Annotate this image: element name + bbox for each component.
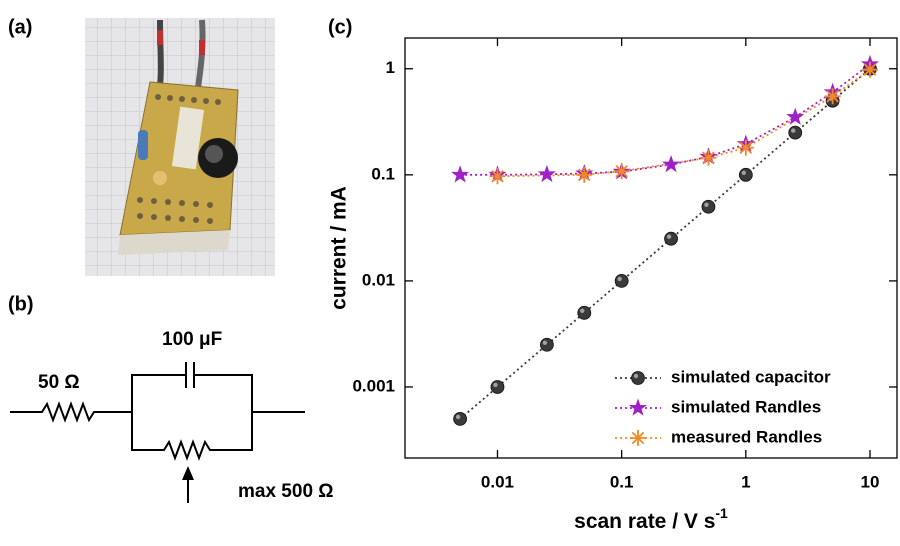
- panel-label: (c): [328, 16, 352, 38]
- marker-body: [539, 337, 554, 352]
- x-tick-label: 0.01: [481, 472, 514, 491]
- marker: [613, 163, 630, 180]
- photo: [85, 18, 275, 276]
- x-tick-label: 0.1: [610, 472, 634, 491]
- marker: [861, 61, 878, 78]
- marker: [539, 337, 554, 352]
- marker: [537, 164, 556, 183]
- marker: [577, 305, 592, 320]
- marker-body: [738, 167, 753, 182]
- marker-body: [701, 199, 716, 214]
- series-line: [459, 68, 871, 420]
- x-tick-label: 1: [741, 472, 750, 491]
- y-tick-label: 0.1: [371, 164, 395, 183]
- y-tick-label: 0.001: [352, 376, 395, 395]
- marker-highlight: [493, 382, 498, 388]
- variable-resistor-label: max 500 Ω: [238, 481, 334, 502]
- marker-body: [664, 231, 678, 246]
- y-tick-label: 0.01: [362, 270, 395, 289]
- marker-body: [631, 371, 645, 385]
- marker-body: [490, 380, 505, 394]
- marker: [788, 125, 803, 140]
- marker-highlight: [704, 202, 709, 207]
- legend-marker: [630, 430, 646, 446]
- x-axis-title-text: scan rate / V s: [574, 510, 715, 533]
- marker: [614, 274, 629, 288]
- marker: [453, 412, 467, 426]
- y-axis-title: current / mA: [328, 186, 351, 310]
- series-line: [497, 68, 871, 178]
- marker-highlight: [617, 276, 622, 282]
- panel-label: (a): [8, 16, 32, 38]
- legend-marker: [628, 398, 648, 416]
- marker: [451, 165, 470, 183]
- x-tick-label: 10: [861, 472, 880, 491]
- legend-marker: [631, 371, 645, 385]
- marker-highlight: [633, 373, 639, 379]
- legend-label: simulated Randles: [671, 397, 821, 416]
- marker: [489, 168, 506, 185]
- legend-label: simulated capacitor: [671, 367, 831, 386]
- marker: [664, 231, 678, 246]
- marker-highlight: [666, 234, 672, 239]
- resistor-label: 50 Ω: [38, 372, 80, 393]
- marker: [824, 88, 841, 105]
- capacitor-label: 100 μF: [162, 329, 222, 350]
- series-line: [460, 63, 871, 176]
- x-axis-title: scan rate / V s-1: [574, 505, 728, 533]
- marker-highlight: [791, 128, 796, 133]
- marker: [738, 167, 753, 182]
- marker-highlight: [741, 170, 747, 176]
- legend-label: measured Randles: [671, 427, 822, 446]
- marker: [700, 149, 717, 166]
- marker: [737, 139, 754, 156]
- marker-highlight: [455, 414, 461, 420]
- marker: [786, 107, 805, 125]
- marker-highlight: [580, 308, 585, 314]
- marker: [661, 155, 681, 173]
- marker-body: [453, 412, 467, 426]
- x-axis-title-sup: -1: [715, 505, 728, 521]
- marker: [490, 380, 505, 394]
- circuit: [10, 362, 305, 503]
- y-tick-label: 1: [386, 58, 395, 77]
- marker-body: [788, 125, 803, 140]
- marker-body: [614, 274, 629, 288]
- marker-highlight: [542, 340, 548, 345]
- marker: [576, 166, 593, 183]
- marker-body: [577, 305, 592, 320]
- panel-label: (b): [8, 293, 34, 315]
- marker: [701, 199, 716, 214]
- plot-frame: [404, 37, 898, 459]
